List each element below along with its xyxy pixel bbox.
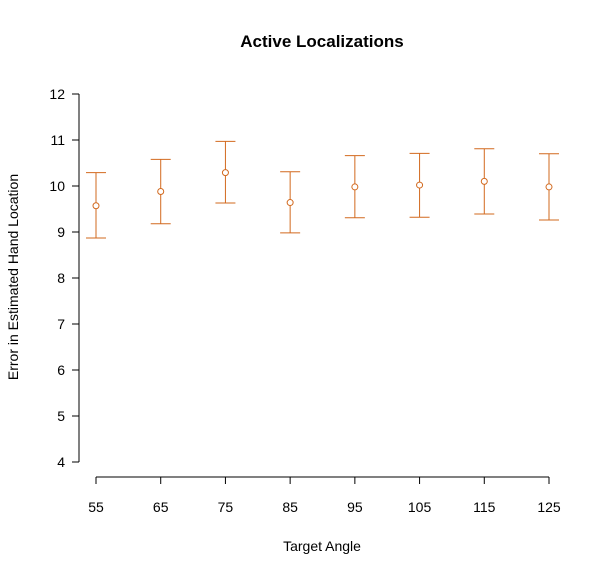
error-bar: [474, 148, 495, 215]
data-point: [286, 199, 294, 207]
y-tick-label: 12: [49, 86, 65, 102]
y-tick-label: 8: [57, 270, 65, 286]
y-tick-label: 4: [57, 454, 65, 470]
y-tick-label: 10: [49, 178, 65, 194]
error-bar: [280, 171, 301, 234]
y-tick-label: 7: [57, 316, 65, 332]
error-bar: [409, 152, 430, 218]
error-bar: [86, 172, 106, 239]
x-axis: 55 65 75 85 95 105 115 125: [88, 476, 561, 515]
x-tick-label: 105: [408, 499, 432, 515]
data-point: [416, 181, 424, 189]
x-tick-label: 55: [88, 499, 104, 515]
data-point: [92, 202, 100, 210]
x-tick-label: 85: [282, 499, 298, 515]
y-axis: 4 5 6 7 8 9 10 11 12: [49, 86, 80, 470]
data-point: [545, 183, 553, 191]
y-tick-label: 11: [50, 132, 65, 148]
chart-title: Active Localizations: [240, 32, 403, 51]
x-tick-label: 125: [537, 499, 561, 515]
y-axis-label: Error in Estimated Hand Location: [5, 174, 21, 380]
data-point: [351, 183, 359, 191]
y-tick-label: 9: [57, 224, 65, 240]
data-point: [480, 177, 488, 185]
x-tick-label: 115: [473, 499, 496, 515]
data-point: [157, 188, 165, 196]
x-axis-label: Target Angle: [283, 538, 361, 554]
data-point: [221, 169, 229, 177]
error-bar: [215, 140, 236, 204]
y-tick-label: 5: [57, 408, 65, 424]
error-bar: [150, 158, 171, 225]
error-bar: [344, 155, 365, 219]
data-points: [92, 169, 553, 210]
y-tick-label: 6: [57, 362, 65, 378]
error-bar: [539, 153, 559, 221]
x-tick-label: 95: [347, 499, 363, 515]
x-tick-label: 75: [218, 499, 234, 515]
x-tick-label: 65: [153, 499, 169, 515]
error-bars: [86, 140, 559, 239]
